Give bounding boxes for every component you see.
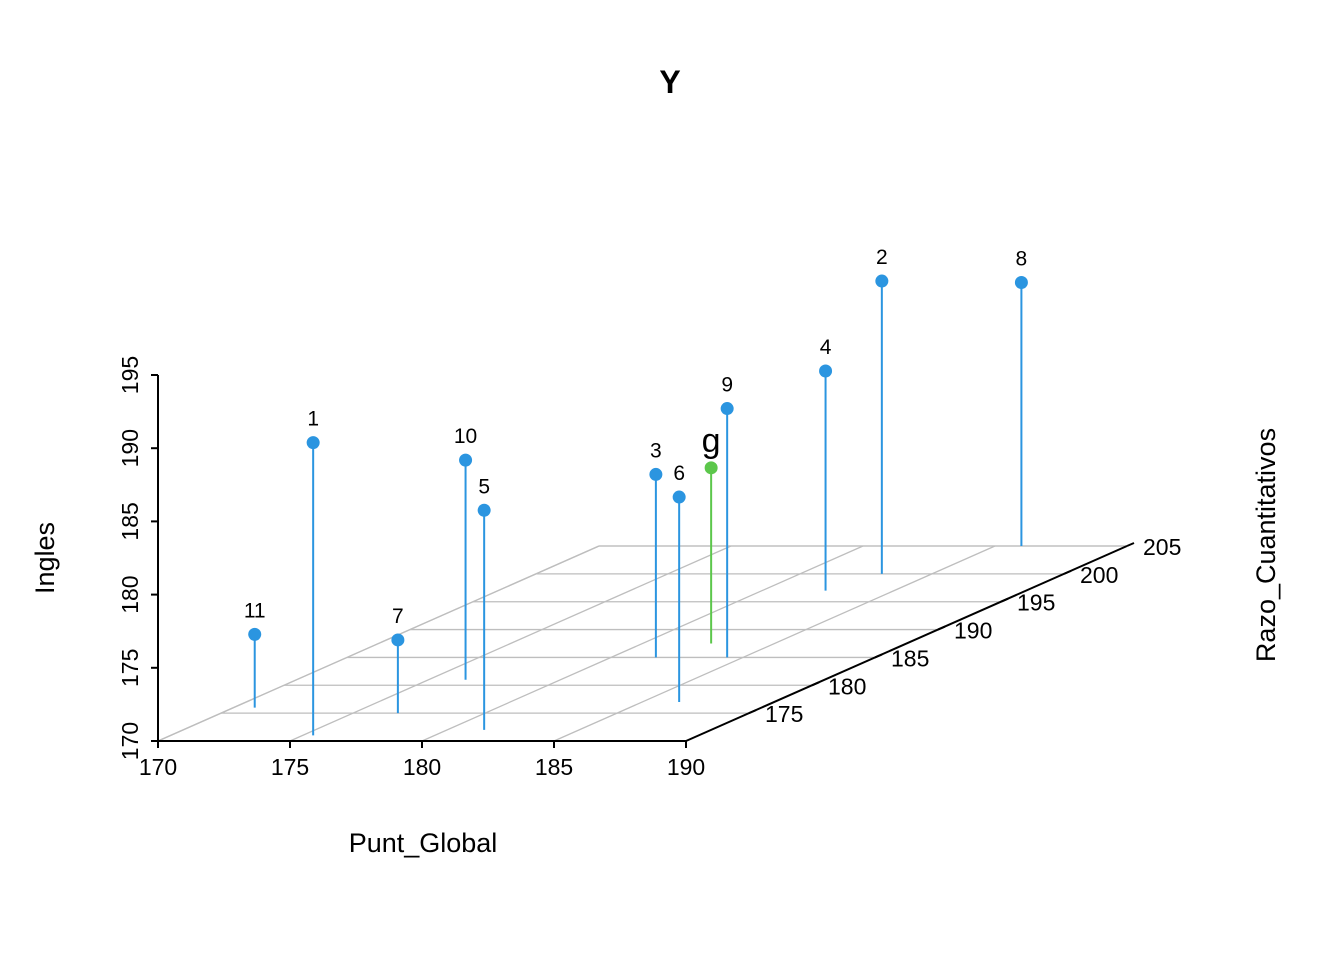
- grid-line-x: [289, 545, 732, 742]
- grid-left-edge: [157, 545, 600, 742]
- point-label: g: [702, 422, 721, 460]
- y-tick-label: 190: [954, 618, 992, 644]
- y-tick-mark: [937, 625, 946, 631]
- data-point: [306, 436, 320, 450]
- point-label: 10: [454, 425, 477, 448]
- y-axis-line: [685, 545, 1128, 742]
- y-tick-label: 180: [828, 673, 866, 699]
- y-tick-mark: [1000, 597, 1009, 603]
- data-point: [459, 453, 473, 467]
- z-tick-label: 195: [117, 356, 143, 394]
- z-tick-label: 190: [117, 429, 143, 467]
- data-point: [704, 461, 718, 475]
- y-tick-label: 200: [1080, 562, 1118, 588]
- point-label: 4: [820, 336, 832, 359]
- point-label: 3: [650, 439, 662, 462]
- point-label: 2: [876, 246, 888, 269]
- data-point: [248, 627, 262, 641]
- y-tick-label: 175: [765, 701, 803, 727]
- axes: [157, 375, 1128, 742]
- y-tick-mark: [874, 653, 883, 659]
- x-tick-label: 170: [139, 754, 177, 780]
- point-label: 6: [673, 462, 685, 485]
- chart-title: Y: [659, 64, 680, 100]
- z-tick-label: 180: [117, 575, 143, 613]
- data-point: [477, 503, 491, 517]
- point-label: 1: [307, 408, 319, 431]
- x-tick-label: 185: [535, 754, 573, 780]
- x-tick-label: 190: [667, 754, 705, 780]
- y-tick-mark: [1126, 542, 1135, 547]
- data-point: [819, 364, 833, 378]
- x-tick-label: 175: [271, 754, 309, 780]
- point-label: 5: [478, 475, 490, 498]
- data-point: [1014, 275, 1028, 289]
- point-stems: [253, 281, 1023, 736]
- data-point: [720, 402, 734, 416]
- point-label: 9: [721, 374, 733, 397]
- z-axis-label: Ingles: [30, 522, 60, 594]
- point-labels: 1 2 3 4 5 6 7 8 9 10 11 g: [244, 246, 1027, 628]
- y-tick-label: 205: [1143, 534, 1181, 560]
- y-axis-label: Razo_Cuantitativos: [1251, 428, 1281, 662]
- tick-labels: 170 175 180 185 1901751801851901952002051701…: [117, 356, 1181, 780]
- y-tick-mark: [811, 681, 820, 687]
- grid-line-x: [553, 545, 996, 742]
- z-tick-label: 185: [117, 502, 143, 540]
- y-tick-mark: [1063, 569, 1072, 575]
- grid-line-x: [421, 545, 864, 742]
- point-label: 8: [1016, 247, 1028, 270]
- y-tick-label: 185: [891, 645, 929, 671]
- z-tick-label: 170: [117, 722, 143, 760]
- data-points: [248, 274, 1028, 647]
- x-axis-label: Punt_Global: [349, 828, 498, 858]
- z-tick-label: 175: [117, 649, 143, 687]
- y-tick-label: 195: [1017, 590, 1055, 616]
- point-label: 11: [244, 599, 266, 622]
- data-point: [391, 633, 405, 647]
- data-point: [672, 490, 686, 504]
- point-label: 7: [392, 605, 404, 628]
- data-point: [649, 467, 663, 481]
- y-tick-mark: [748, 709, 757, 715]
- data-point: [875, 274, 889, 288]
- x-tick-label: 180: [403, 754, 441, 780]
